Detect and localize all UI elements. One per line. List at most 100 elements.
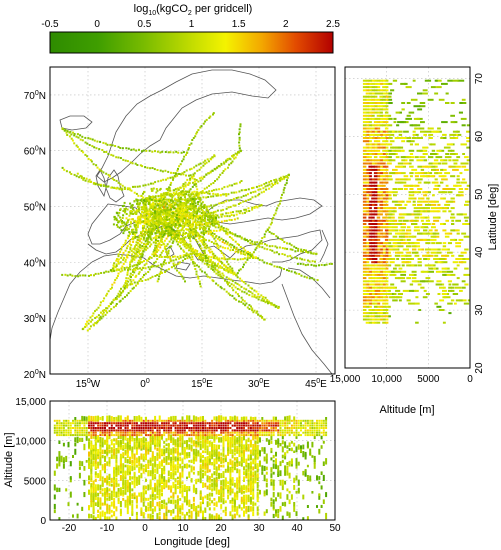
map-emission-cell (228, 244, 231, 247)
altlat-emission-cell (420, 286, 425, 289)
map-emission-cell (152, 251, 155, 253)
altlat-emission-cell (382, 223, 386, 225)
map-emission-cell (172, 172, 175, 174)
map-emission-cell (128, 231, 131, 234)
map-emission-cell (205, 247, 208, 250)
map-emission-cell (172, 262, 175, 265)
map-emission-cell (272, 184, 275, 187)
altlat-emission-cell (376, 242, 381, 245)
map-emission-cell (134, 255, 137, 258)
altlat-emission-cell (460, 181, 467, 184)
map-emission-cell (227, 166, 229, 169)
map-emission-cell (227, 212, 230, 215)
altlat-emission-cell (436, 305, 442, 308)
altlat-emission-cell (413, 229, 420, 232)
lonalt-emission-cell (83, 422, 86, 425)
map-emission-cell (195, 185, 198, 188)
map-emission-cell (296, 262, 299, 265)
altlat-emission-cell (379, 254, 383, 257)
map-emission-cell (102, 311, 105, 314)
altlat-emission-cell (382, 219, 386, 222)
lonalt-emission-cell (90, 431, 93, 434)
altlat-emission-cell (395, 156, 400, 159)
map-emission-cell (225, 227, 228, 230)
altlat-emission-cell (450, 238, 456, 241)
lonalt-emission-cell (85, 460, 88, 463)
map-emission-cell (160, 208, 162, 211)
map-emission-cell (205, 273, 208, 276)
map-emission-cell (179, 218, 182, 221)
map-emission-cell (221, 213, 224, 216)
map-emission-cell (221, 241, 224, 243)
altlat-emission-cell (368, 232, 372, 235)
map-emission-cell (131, 265, 134, 268)
altlat-emission-cell (368, 229, 372, 232)
map-emission-cell (121, 269, 124, 272)
altlat-emission-cell (384, 89, 389, 92)
altlat-emission-cell (368, 270, 372, 273)
map-emission-cell (239, 149, 242, 152)
altlat-emission-cell (362, 312, 367, 315)
map-emission-cell (220, 209, 223, 212)
lonalt-emission-cell (56, 431, 59, 434)
map-emission-cell (89, 159, 92, 162)
map-emission-cell (199, 285, 202, 288)
map-emission-cell (152, 218, 155, 221)
map-emission-cell (144, 203, 147, 206)
map-emission-cell (167, 191, 170, 194)
map-emission-cell (111, 283, 114, 286)
map-emission-cell (220, 257, 223, 260)
map-emission-cell (65, 131, 68, 134)
colorbar-tick-label: 0 (94, 19, 100, 30)
altlat-emission-cell (441, 159, 448, 162)
altlat-emission-cell (422, 92, 428, 95)
map-emission-cell (157, 278, 160, 281)
altlat-emission-cell (362, 86, 367, 89)
map-emission-cell (264, 185, 267, 188)
altlat-emission-cell (450, 286, 455, 289)
map-emission-cell (142, 214, 145, 217)
altlat-emission-cell (362, 102, 367, 104)
map-emission-cell (256, 206, 259, 209)
map-emission-cell (92, 312, 95, 315)
map-emission-cell (210, 183, 213, 186)
map-emission-cell (202, 213, 205, 216)
altlat-emission-cell (435, 270, 442, 273)
map-emission-cell (182, 191, 185, 194)
map-emission-cell (187, 237, 190, 239)
map-emission-cell (240, 296, 243, 299)
map-emission-cell (262, 296, 265, 298)
altlat-emission-cell (362, 197, 367, 200)
altlat-emission-cell (365, 264, 370, 267)
map-emission-cell (231, 160, 234, 163)
lonalt-emission-cell (90, 492, 93, 497)
map-emission-cell (193, 166, 196, 169)
altlat-emission-cell (442, 229, 447, 232)
map-emission-cell (168, 221, 171, 224)
map-emission-cell (147, 257, 150, 260)
altlat-emission-cell (414, 254, 420, 257)
colorbar: log10(kgCO2 per gridcell) -0.5 0 0.5 1 1.5 2 2… (41, 3, 340, 54)
map-emission-cell (251, 292, 254, 295)
map-emission-cell (204, 232, 207, 234)
altlat-emission-cell (365, 210, 370, 213)
altlat-emission-cell (386, 258, 393, 260)
map-emission-cell (129, 240, 132, 243)
map-emission-cell (143, 206, 146, 208)
map-emission-cell (121, 217, 124, 219)
map-emission-cell (129, 161, 132, 164)
altlat-emission-cell (362, 140, 367, 143)
map-emission-cell (156, 169, 159, 171)
altlat-emission-cell (376, 235, 381, 238)
altlat-emission-cell (365, 172, 370, 175)
altlat-emission-cell (413, 210, 421, 213)
map-emission-cell (271, 218, 274, 221)
map-emission-cell (266, 229, 269, 232)
altlat-emission-cell (442, 242, 447, 245)
map-emission-cell (204, 242, 207, 245)
map-emission-cell (164, 226, 167, 229)
altlat-emission-cell (376, 168, 381, 171)
map-emission-cell (174, 226, 177, 229)
map-emission-cell (209, 212, 212, 215)
altlat-emission-cell (406, 232, 412, 235)
